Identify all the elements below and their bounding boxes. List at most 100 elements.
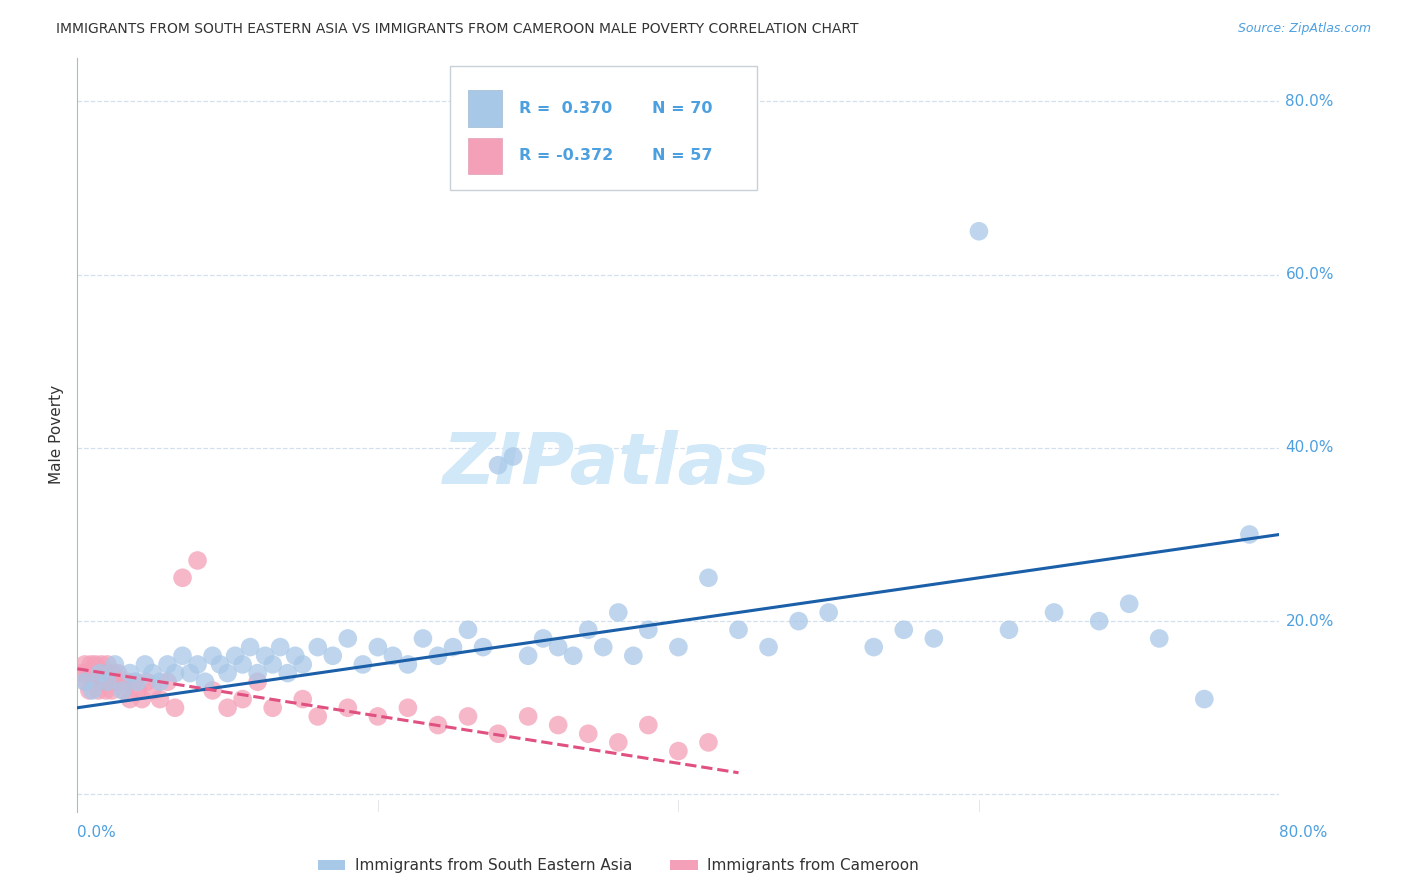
Point — [277, 666, 299, 681]
Point — [922, 632, 945, 646]
Point — [517, 709, 540, 723]
Point — [697, 571, 720, 585]
Point — [156, 657, 179, 672]
Point — [502, 450, 524, 464]
Point — [82, 683, 104, 698]
FancyBboxPatch shape — [450, 65, 756, 190]
Point — [862, 640, 884, 654]
Point — [90, 657, 112, 672]
Text: N = 57: N = 57 — [652, 148, 713, 163]
Point — [172, 648, 194, 663]
Point — [163, 666, 186, 681]
Point — [115, 674, 138, 689]
Point — [232, 692, 254, 706]
Point — [307, 640, 329, 654]
Point — [412, 632, 434, 646]
Point — [367, 640, 389, 654]
Text: IMMIGRANTS FROM SOUTH EASTERN ASIA VS IMMIGRANTS FROM CAMEROON MALE POVERTY CORR: IMMIGRANTS FROM SOUTH EASTERN ASIA VS IM… — [56, 22, 859, 37]
Point — [224, 648, 246, 663]
Point — [97, 666, 120, 681]
Point — [457, 709, 479, 723]
Point — [111, 683, 134, 698]
Point — [76, 666, 98, 681]
Point — [239, 640, 262, 654]
Point — [127, 683, 149, 698]
Point — [149, 692, 172, 706]
Point — [201, 683, 224, 698]
Point — [547, 718, 569, 732]
Point — [110, 674, 132, 689]
Point — [562, 648, 585, 663]
Point — [141, 683, 163, 698]
Text: 40.0%: 40.0% — [1285, 441, 1334, 455]
Text: 20.0%: 20.0% — [1285, 614, 1334, 629]
Point — [668, 640, 690, 654]
Point — [1118, 597, 1140, 611]
Point — [246, 666, 269, 681]
Point — [396, 657, 419, 672]
Point — [141, 666, 163, 681]
Point — [82, 666, 104, 681]
Point — [118, 692, 141, 706]
Text: R =  0.370: R = 0.370 — [519, 101, 612, 116]
Point — [284, 648, 307, 663]
Point — [96, 657, 118, 672]
Point — [307, 709, 329, 723]
Point — [576, 727, 599, 741]
Point — [531, 632, 554, 646]
Point — [246, 674, 269, 689]
Legend: Immigrants from South Eastern Asia, Immigrants from Cameroon: Immigrants from South Eastern Asia, Immi… — [312, 852, 925, 880]
Point — [1149, 632, 1171, 646]
Point — [668, 744, 690, 758]
Point — [381, 648, 404, 663]
Point — [517, 648, 540, 663]
Point — [607, 735, 630, 749]
Point — [291, 657, 314, 672]
FancyBboxPatch shape — [468, 90, 502, 127]
Point — [156, 674, 179, 689]
Point — [427, 718, 450, 732]
Point — [86, 666, 108, 681]
Point — [127, 674, 149, 689]
Text: 0.0%: 0.0% — [77, 825, 117, 840]
Point — [104, 657, 127, 672]
Point — [576, 623, 599, 637]
Point — [70, 666, 93, 681]
Point — [1239, 527, 1261, 541]
Point — [352, 657, 374, 672]
Point — [441, 640, 464, 654]
Point — [217, 666, 239, 681]
Point — [201, 648, 224, 663]
Point — [179, 666, 201, 681]
Point — [1194, 692, 1216, 706]
Text: Source: ZipAtlas.com: Source: ZipAtlas.com — [1237, 22, 1371, 36]
Point — [637, 718, 659, 732]
Point — [73, 674, 96, 689]
Point — [83, 674, 105, 689]
Point — [124, 674, 146, 689]
Point — [967, 224, 990, 238]
Point — [269, 640, 291, 654]
Point — [787, 614, 810, 628]
Point — [607, 606, 630, 620]
Point — [89, 674, 111, 689]
Point — [322, 648, 344, 663]
Point — [163, 700, 186, 714]
Point — [592, 640, 614, 654]
Point — [89, 666, 111, 681]
Point — [486, 727, 509, 741]
Point — [1043, 606, 1066, 620]
Point — [93, 674, 115, 689]
Point — [73, 657, 96, 672]
Point — [107, 666, 129, 681]
Point — [101, 683, 124, 698]
Point — [998, 623, 1021, 637]
Point — [893, 623, 915, 637]
Point — [87, 683, 110, 698]
Y-axis label: Male Poverty: Male Poverty — [49, 385, 65, 484]
Text: 60.0%: 60.0% — [1285, 267, 1334, 282]
Point — [727, 623, 749, 637]
Point — [104, 674, 127, 689]
Point — [172, 571, 194, 585]
Point — [84, 657, 107, 672]
